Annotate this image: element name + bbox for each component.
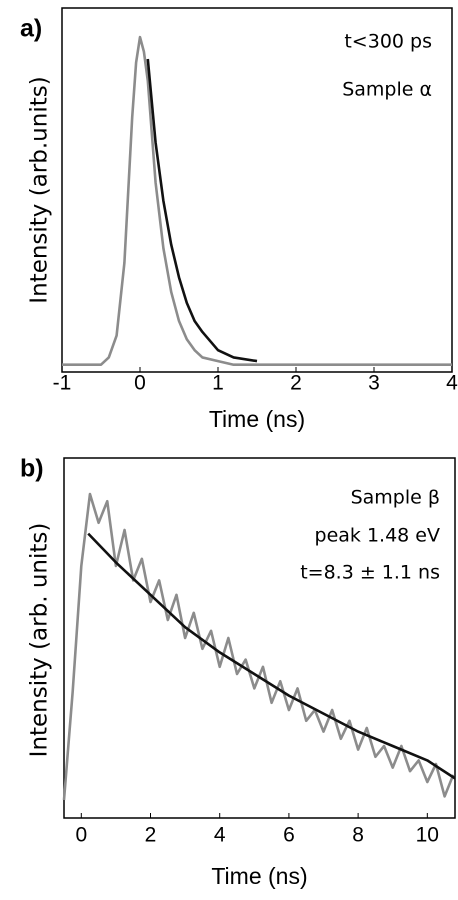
y-axis-label: Intensity (arb. units): [27, 523, 53, 758]
plot-frame: [63, 457, 456, 819]
x-tick-label: 3: [368, 372, 380, 395]
x-tick-label: 4: [446, 372, 458, 395]
y-axis-label: Intensity (arb.units): [27, 76, 53, 303]
panel-label: b): [20, 455, 44, 483]
x-tick-label: 2: [145, 824, 157, 847]
x-tick-label: 1: [212, 372, 224, 395]
data-line: [146, 58, 258, 363]
x-tick-label: 0: [75, 824, 87, 847]
annotation: Sample β: [351, 487, 440, 509]
annotation: t<300 ps: [344, 31, 432, 53]
data-line: [62, 35, 452, 367]
annotation: t=8.3 ± 1.1 ns: [300, 562, 440, 584]
annotation: peak 1.48 eV: [315, 525, 440, 547]
x-tick-label: -1: [53, 372, 72, 395]
x-tick-label: 2: [290, 372, 302, 395]
x-axis-label: Time (ns): [211, 863, 307, 889]
annotation: Sample α: [342, 79, 432, 101]
data-line: [87, 532, 456, 780]
x-tick-label: 0: [134, 372, 146, 395]
x-tick-label: 10: [416, 824, 439, 847]
x-axis-label: Time (ns): [209, 406, 305, 432]
x-tick-label: 6: [283, 824, 295, 847]
x-tick-label: 8: [352, 824, 364, 847]
x-tick-label: 4: [214, 824, 226, 847]
panel-label: a): [20, 15, 42, 43]
plot-frame: [61, 7, 453, 373]
